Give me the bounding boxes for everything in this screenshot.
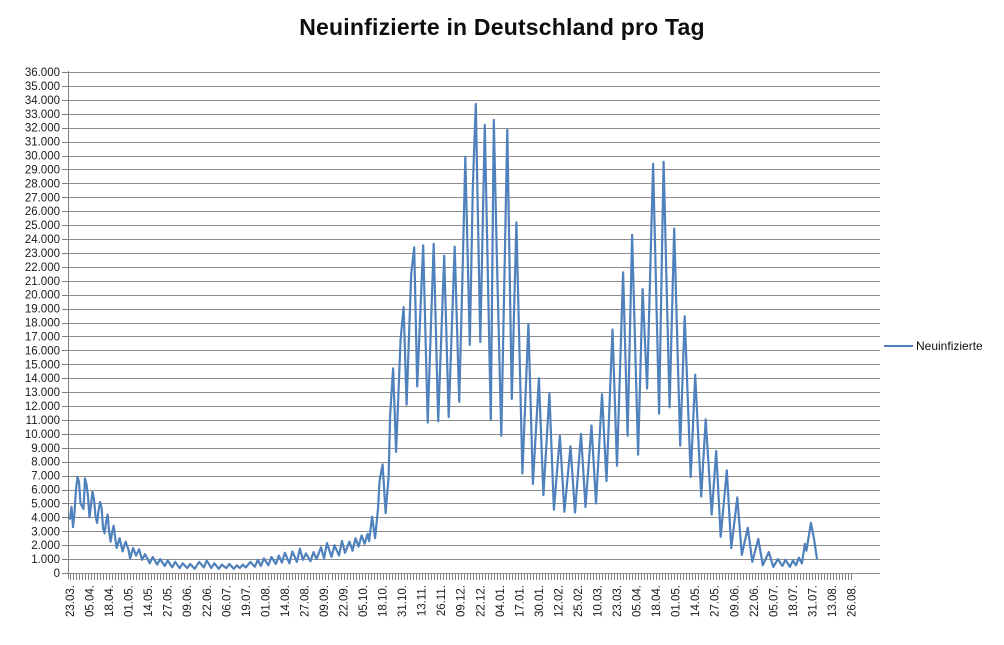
y-tick-label: 1.000	[31, 554, 60, 566]
y-tick-label: 11.000	[26, 415, 60, 427]
x-tick-label: 18.04.	[651, 585, 663, 617]
y-tick-label: 27.000	[25, 192, 60, 204]
y-tick-label: 30.000	[25, 151, 60, 163]
x-tick-label: 14.08.	[280, 585, 292, 617]
x-tick-label: 10.03.	[593, 585, 605, 617]
x-tick-label: 22.06.	[749, 585, 761, 617]
x-tick-label: 22.12.	[475, 585, 487, 617]
y-tick-label: 22.000	[25, 262, 60, 274]
legend-label: Neuinfizierte	[916, 339, 983, 353]
y-tick-label: 34.000	[25, 95, 60, 107]
y-tick-label: 2.000	[31, 540, 60, 552]
y-axis	[62, 71, 69, 579]
x-tick-label: 26.11.	[436, 585, 448, 616]
x-tick-label: 01.08.	[260, 585, 272, 617]
y-tick-label: 8.000	[31, 457, 60, 469]
x-tick-label: 05.10.	[358, 585, 370, 617]
x-tick-label: 04.01.	[495, 585, 507, 617]
x-tick-label: 25.02.	[573, 585, 585, 617]
y-tick-label: 0	[54, 568, 60, 580]
x-tick-label: 09.12.	[456, 585, 468, 617]
y-tick-label: 3.000	[31, 526, 60, 538]
x-tick-label: 05.07.	[768, 585, 780, 617]
x-tick-label: 05.04.	[85, 585, 97, 617]
x-tick-label: 22.09.	[339, 585, 351, 617]
x-tick-label: 17.01.	[514, 585, 526, 617]
x-tick-label: 06.07.	[221, 585, 233, 617]
y-tick-label: 10.000	[25, 429, 60, 441]
x-tick-label: 05.04.	[632, 585, 644, 617]
x-tick-label: 09.06.	[729, 585, 741, 617]
y-tick-label: 6.000	[31, 485, 60, 497]
x-tick-label: 23.03.	[65, 585, 77, 617]
x-tick-label: 12.02.	[553, 585, 565, 617]
x-tick-marks	[70, 574, 852, 580]
legend-line-sample	[884, 345, 913, 347]
y-tick-label: 18.000	[25, 318, 60, 330]
x-tick-label: 18.10.	[378, 585, 390, 617]
x-tick-label: 14.05.	[690, 585, 702, 617]
x-tick-label: 09.09.	[319, 585, 331, 617]
y-tick-label: 19.000	[25, 304, 60, 316]
y-tick-label: 14.000	[25, 373, 60, 385]
y-tick-label: 7.000	[31, 471, 60, 483]
y-tick-labels: 36.000 35.000 34.000 33.000 32.000 31.000 30.0…	[25, 67, 60, 580]
x-tick-label: 31.07.	[807, 585, 819, 617]
y-tick-label: 31.000	[25, 137, 60, 149]
y-tick-label: 29.000	[25, 164, 60, 176]
chart-title: Neuinfizierte in Deutschland pro Tag	[299, 14, 705, 40]
x-tick-label: 27.05.	[163, 585, 175, 617]
y-tick-label: 17.000	[25, 331, 60, 343]
y-tick-label: 28.000	[25, 178, 60, 190]
y-tick-label: 21.000	[25, 276, 60, 288]
x-tick-label: 31.10.	[397, 585, 409, 617]
x-tick-label: 18.07.	[788, 585, 800, 617]
y-tick-label: 13.000	[25, 387, 60, 399]
y-tick-label: 15.000	[25, 359, 60, 371]
y-gridlines	[68, 72, 880, 574]
y-tick-label: 9.000	[31, 443, 60, 455]
y-tick-label: 16.000	[25, 345, 60, 357]
y-tick-label: 26.000	[25, 206, 60, 218]
x-tick-label: 13.08.	[827, 585, 839, 617]
x-tick-label: 22.06.	[202, 585, 214, 617]
y-tick-label: 23.000	[25, 248, 60, 260]
x-tick-label: 14.05.	[143, 585, 155, 617]
y-tick-label: 20.000	[25, 290, 60, 302]
x-tick-label: 19.07.	[241, 585, 253, 617]
legend: Neuinfizierte	[884, 339, 983, 353]
y-tick-label: 32.000	[25, 123, 60, 135]
y-tick-label: 24.000	[25, 234, 60, 246]
x-tick-label: 26.08.	[846, 585, 858, 617]
x-tick-label: 27.08.	[299, 585, 311, 617]
x-tick-label: 13.11.	[417, 585, 429, 616]
x-tick-label: 01.05.	[124, 585, 136, 617]
series-line-neuinfizierte	[68, 102, 819, 570]
y-tick-label: 5.000	[31, 498, 60, 510]
y-tick-label: 36.000	[25, 67, 60, 79]
y-tick-label: 33.000	[25, 109, 60, 121]
y-tick-label: 4.000	[31, 512, 60, 524]
x-tick-labels: 23.03. 05.04. 18.04. 01.05. 14.05. 27.05. 09.0…	[65, 585, 858, 617]
y-tick-label: 25.000	[25, 220, 60, 232]
x-tick-label: 30.01.	[534, 585, 546, 617]
x-tick-label: 18.04.	[104, 585, 116, 617]
y-tick-label: 12.000	[25, 401, 60, 413]
x-tick-label: 01.05.	[671, 585, 683, 617]
x-tick-label: 23.03.	[612, 585, 624, 617]
x-tick-label: 27.05.	[710, 585, 722, 617]
x-tick-label: 09.06.	[182, 585, 194, 617]
y-tick-label: 35.000	[25, 81, 60, 93]
